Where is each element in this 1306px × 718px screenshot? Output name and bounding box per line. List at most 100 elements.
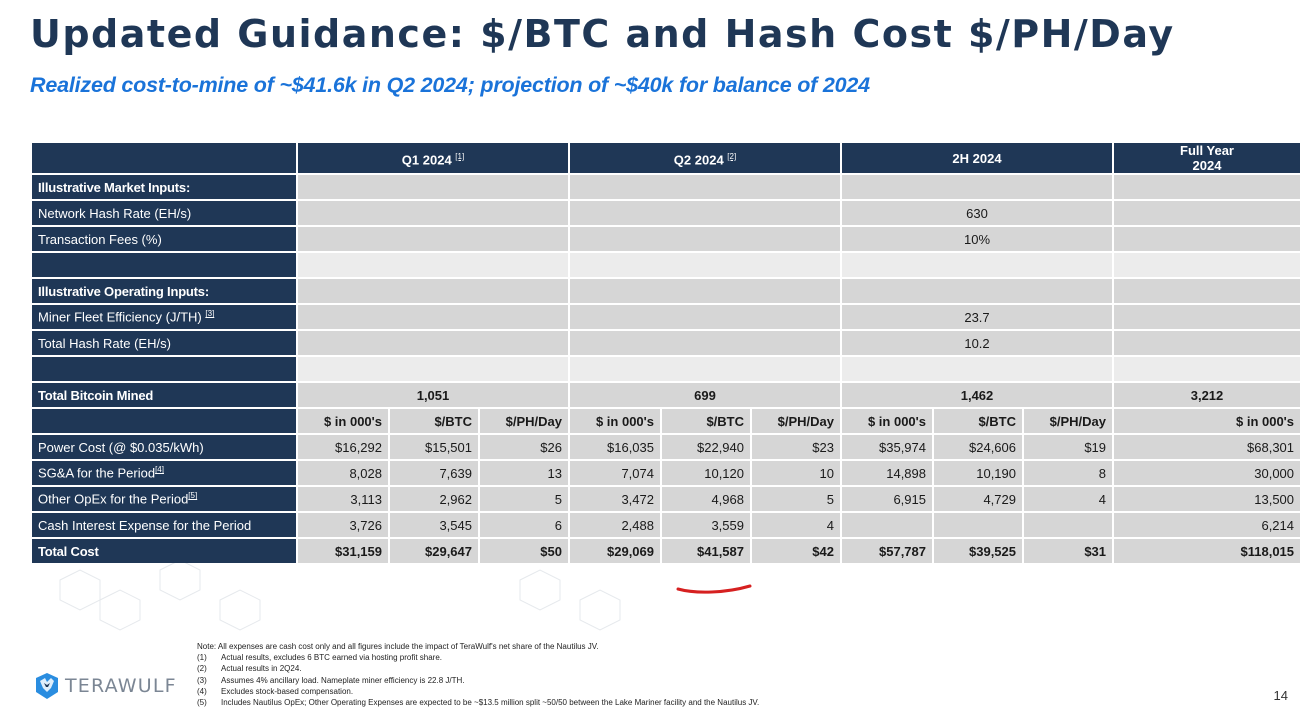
header-blank — [32, 143, 296, 173]
total-hash-rate-label: Total Hash Rate (EH/s) — [32, 331, 296, 355]
btc-mined-q1: 1,051 — [298, 383, 568, 407]
table-cell: 30,000 — [1114, 461, 1301, 485]
table-cell — [1024, 513, 1113, 537]
table-cell: 5 — [752, 487, 840, 511]
operating-inputs-label: Illustrative Operating Inputs: — [32, 279, 296, 303]
btc-mined-q2: 699 — [570, 383, 840, 407]
market-inputs-section-row: Illustrative Market Inputs: — [32, 175, 1301, 199]
page-title: Updated Guidance: $/BTC and Hash Cost $/… — [30, 12, 1175, 56]
table-cell: 3,545 — [390, 513, 478, 537]
subheader-q1-k: $ in 000's — [298, 409, 388, 433]
table-cell: 3,113 — [298, 487, 388, 511]
table-cell: 14,898 — [842, 461, 932, 485]
subheader-q1-btc: $/BTC — [390, 409, 478, 433]
cost-row-label: Power Cost (@ $0.035/kWh) — [32, 435, 296, 459]
table-cell: $42 — [752, 539, 840, 563]
table-cell: $57,787 — [842, 539, 932, 563]
table-cell: $29,069 — [570, 539, 660, 563]
logo-text: TERAWULF — [65, 675, 177, 697]
table-cell: 2,488 — [570, 513, 660, 537]
terawulf-logo: TERAWULF — [34, 672, 177, 700]
table-cell — [934, 513, 1022, 537]
table-cell: $39,525 — [934, 539, 1022, 563]
table-cell: 4,968 — [662, 487, 750, 511]
table-cell: $31,159 — [298, 539, 388, 563]
table-cell: 13 — [480, 461, 568, 485]
guidance-table: Q1 2024 [1] Q2 2024 [2] 2H 2024 Full Yea… — [30, 141, 1302, 565]
network-hash-rate-label: Network Hash Rate (EH/s) — [32, 201, 296, 225]
table-cell: $22,940 — [662, 435, 750, 459]
total-cost-row: Total Cost $31,159 $29,647 $50 $29,069 $… — [32, 539, 1301, 563]
subheader-q1-ph: $/PH/Day — [480, 409, 568, 433]
highlighted-q2-cost-per-btc: $41,587 — [662, 539, 750, 563]
table-cell: 3,559 — [662, 513, 750, 537]
header-q2-2024: Q2 2024 [2] — [570, 143, 840, 173]
subheader-q2-btc: $/BTC — [662, 409, 750, 433]
miner-efficiency-row: Miner Fleet Efficiency (J/TH) [3] 23.7 — [32, 305, 1301, 329]
transaction-fees-row: Transaction Fees (%) 10% — [32, 227, 1301, 251]
miner-efficiency-value: 23.7 — [842, 305, 1113, 329]
footnotes: Note: All expenses are cash cost only an… — [197, 641, 759, 708]
table-cell: $15,501 — [390, 435, 478, 459]
table-cell: 10,120 — [662, 461, 750, 485]
table-cell: $31 — [1024, 539, 1113, 563]
cost-row-power: Power Cost (@ $0.035/kWh) $16,292 $15,50… — [32, 435, 1301, 459]
cost-row-sga: SG&A for the Period[4] 8,028 7,639 13 7,… — [32, 461, 1301, 485]
total-hash-rate-value: 10.2 — [842, 331, 1113, 355]
footnote-item: (4) Excludes stock-based compensation. — [197, 686, 354, 696]
cost-row-other-opex: Other OpEx for the Period[5] 3,113 2,962… — [32, 487, 1301, 511]
transaction-fees-label: Transaction Fees (%) — [32, 227, 296, 251]
market-inputs-label: Illustrative Market Inputs: — [32, 175, 296, 199]
period-header-row: Q1 2024 [1] Q2 2024 [2] 2H 2024 Full Yea… — [32, 143, 1301, 173]
table-cell: 10 — [752, 461, 840, 485]
total-bitcoin-mined-label: Total Bitcoin Mined — [32, 383, 296, 407]
footnote-intro: Note: All expenses are cash cost only an… — [197, 642, 599, 651]
table-cell — [842, 513, 932, 537]
unit-subheader-row: $ in 000's $/BTC $/PH/Day $ in 000's $/B… — [32, 409, 1301, 433]
table-cell: $26 — [480, 435, 568, 459]
table-cell: $16,292 — [298, 435, 388, 459]
table-cell: $68,301 — [1114, 435, 1301, 459]
page-number: 14 — [1273, 688, 1288, 703]
table-cell: 10,190 — [934, 461, 1022, 485]
wolf-icon — [36, 673, 58, 699]
miner-efficiency-label: Miner Fleet Efficiency (J/TH) [3] — [32, 305, 296, 329]
table-cell: $19 — [1024, 435, 1113, 459]
footnote-item: (3) Assumes 4% ancillary load. Nameplate … — [197, 675, 465, 685]
spacer-row — [32, 357, 1301, 381]
table-cell: 4,729 — [934, 487, 1022, 511]
transaction-fees-value: 10% — [842, 227, 1113, 251]
network-hash-rate-value: 630 — [842, 201, 1113, 225]
header-2h-2024: 2H 2024 — [842, 143, 1113, 173]
subheader-fy-k: $ in 000's — [1114, 409, 1301, 433]
header-q1-2024: Q1 2024 [1] — [298, 143, 568, 173]
red-handdrawn-underline — [676, 584, 752, 594]
table-cell: 6,915 — [842, 487, 932, 511]
table-cell: 3,472 — [570, 487, 660, 511]
operating-inputs-section-row: Illustrative Operating Inputs: — [32, 279, 1301, 303]
table-cell: 6,214 — [1114, 513, 1301, 537]
table-cell: $23 — [752, 435, 840, 459]
subheader-q2-k: $ in 000's — [570, 409, 660, 433]
table-cell: 13,500 — [1114, 487, 1301, 511]
total-bitcoin-mined-row: Total Bitcoin Mined 1,051 699 1,462 3,21… — [32, 383, 1301, 407]
btc-mined-2h: 1,462 — [842, 383, 1113, 407]
table-cell: 3,726 — [298, 513, 388, 537]
table-cell: 7,074 — [570, 461, 660, 485]
table-cell: 5 — [480, 487, 568, 511]
table-cell: 7,639 — [390, 461, 478, 485]
cost-row-cash-interest: Cash Interest Expense for the Period 3,7… — [32, 513, 1301, 537]
background-hexagon-pattern — [59, 560, 621, 631]
spacer-row — [32, 253, 1301, 277]
table-cell: $24,606 — [934, 435, 1022, 459]
btc-mined-fy: 3,212 — [1114, 383, 1301, 407]
table-cell: 4 — [752, 513, 840, 537]
table-cell: $16,035 — [570, 435, 660, 459]
page-subtitle: Realized cost-to-mine of ~$41.6k in Q2 2… — [30, 73, 870, 97]
header-full-year-2024: Full Year 2024 — [1114, 143, 1301, 173]
footnote-item: (2) Actual results in 2Q24. — [197, 664, 302, 674]
table-cell: 6 — [480, 513, 568, 537]
footnote-item: (1) Actual results, excludes 6 BTC earned… — [197, 653, 442, 663]
cost-row-label: Other OpEx for the Period[5] — [32, 487, 296, 511]
footnote-item: (5) Includes Nautilus OpEx; Other Operati… — [197, 698, 760, 708]
